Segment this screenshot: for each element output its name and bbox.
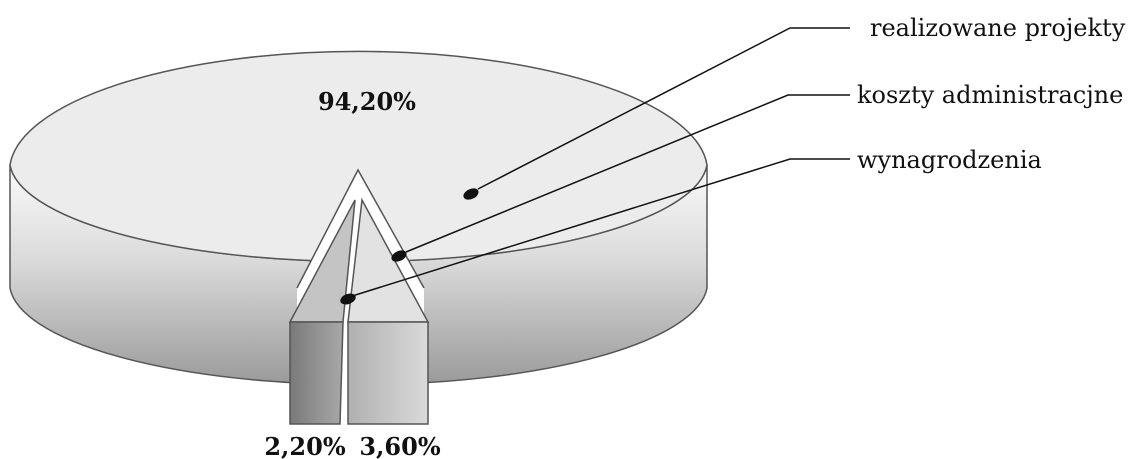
slice-gap-edge [296, 168, 425, 289]
slice-realizowane-projekty-top [9, 50, 708, 263]
pointer-hand-icon [391, 250, 407, 262]
data-label: 3,60% [359, 432, 440, 459]
leader-line-koszty-administracjne [405, 94, 850, 253]
pointer-hand-icon [340, 293, 356, 305]
pointer-hand-icon [463, 188, 479, 200]
data-label: 2,20% [264, 432, 345, 459]
leader-markers [340, 188, 479, 305]
legend-label: wynagrodzenia [857, 146, 1042, 174]
legend-label: koszty administracjne [857, 81, 1123, 109]
leader-line-realizowane-projekty [477, 27, 850, 190]
slice-wynagrodzenia-front [289, 321, 344, 425]
slice-koszty-administracjne-front [347, 321, 429, 425]
leader-lines [348, 27, 850, 298]
leader-line-wynagrodzenia [348, 158, 850, 298]
data-label: 94,20% [318, 87, 416, 116]
slice-wynagrodzenia [288, 199, 356, 425]
legend-label: realizowane projekty [870, 14, 1126, 42]
